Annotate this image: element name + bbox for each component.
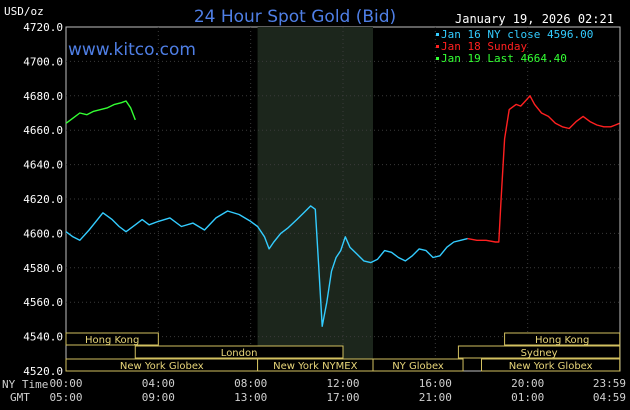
kitco-watermark: www.kitco.com bbox=[68, 40, 196, 60]
ny-time-label: NY Time bbox=[2, 378, 48, 391]
y-tick-label: 4680.0 bbox=[23, 90, 63, 103]
x-tick-label-gmt: 17:00 bbox=[326, 391, 359, 404]
session-bar bbox=[372, 358, 464, 372]
session-label: Hong Kong bbox=[535, 335, 589, 346]
x-tick-label-gmt: 13:00 bbox=[234, 391, 267, 404]
x-tick-label-gmt: 01:00 bbox=[511, 391, 544, 404]
session-label: New York Globex bbox=[509, 361, 593, 372]
session-label: Sydney bbox=[521, 348, 558, 359]
gmt-label: GMT bbox=[10, 391, 30, 404]
x-tick-label-ny: 00:00 bbox=[49, 377, 82, 390]
chart-title: 24 Hour Spot Gold (Bid) bbox=[194, 7, 396, 27]
y-tick-label: 4600.0 bbox=[23, 227, 63, 240]
session-label: New York NYMEX bbox=[273, 361, 358, 372]
y-tick-label: 4620.0 bbox=[23, 193, 63, 206]
session-bars: Hong Kong Hong Kong London Sydney New York G… bbox=[65, 332, 621, 372]
x-tick-label-gmt: 04:59 bbox=[593, 391, 626, 404]
legend-swatch bbox=[436, 57, 439, 60]
x-tick-label-ny: 04:00 bbox=[142, 377, 175, 390]
y-tick-label: 4700.0 bbox=[23, 55, 63, 68]
timestamp: January 19, 2026 02:21 bbox=[455, 12, 614, 26]
x-tick-label-ny: 16:00 bbox=[419, 377, 452, 390]
x-tick-label-gmt: 09:00 bbox=[142, 391, 175, 404]
session-bar bbox=[504, 332, 621, 346]
y-tick-label: 4660.0 bbox=[23, 124, 63, 137]
nymex-session-highlight bbox=[257, 27, 374, 371]
session-label: Hong Kong bbox=[85, 335, 139, 346]
y-tick-label: 4560.0 bbox=[23, 296, 63, 309]
legend-entry-jan16: Jan 16 NY close 4596.00 bbox=[441, 28, 593, 41]
legend-entry-jan19: Jan 19 Last 4664.40 bbox=[441, 52, 567, 65]
y-tick-label: 4520.0 bbox=[23, 365, 63, 378]
x-tick-label-ny: 12:00 bbox=[326, 377, 359, 390]
x-tick-label-ny: 23:59 bbox=[593, 377, 626, 390]
legend-swatch bbox=[436, 45, 439, 48]
series-line-jan16 bbox=[65, 205, 468, 327]
session-bar bbox=[65, 332, 159, 346]
session-bar bbox=[457, 345, 621, 359]
session-bar bbox=[134, 345, 344, 359]
y-tick-label: 4720.0 bbox=[23, 21, 63, 34]
x-tick-label-ny: 08:00 bbox=[234, 377, 267, 390]
y-tick-label: 4580.0 bbox=[23, 262, 63, 275]
session-label: London bbox=[221, 348, 258, 359]
y-tick-labels: 4720.0 4700.0 4680.0 4660.0 4640.0 4620.0 4600… bbox=[23, 21, 63, 378]
price-series bbox=[65, 95, 620, 327]
legend-entry-jan18: Jan 18 Sunday bbox=[441, 40, 527, 53]
y-tick-label: 4640.0 bbox=[23, 159, 63, 172]
x-tick-label-gmt: 05:00 bbox=[49, 391, 82, 404]
session-bar bbox=[481, 358, 621, 372]
legend-swatch bbox=[436, 33, 439, 36]
series-line-jan18 bbox=[467, 95, 620, 243]
legend: Jan 16 NY close 4596.00 Jan 18 Sunday Ja… bbox=[436, 28, 593, 65]
x-tick-label-gmt: 21:00 bbox=[419, 391, 452, 404]
x-tick-label-ny: 20:00 bbox=[511, 377, 544, 390]
y-tick-label: 4540.0 bbox=[23, 331, 63, 344]
session-label: NY Globex bbox=[392, 361, 444, 372]
series-line-jan19 bbox=[65, 100, 136, 124]
session-label: New York Globex bbox=[120, 361, 204, 372]
y-axis-label: USD/oz bbox=[4, 5, 44, 18]
x-tick-labels: 00:00 04:00 08:00 12:00 16:00 20:00 23:59 05:00… bbox=[49, 377, 626, 404]
